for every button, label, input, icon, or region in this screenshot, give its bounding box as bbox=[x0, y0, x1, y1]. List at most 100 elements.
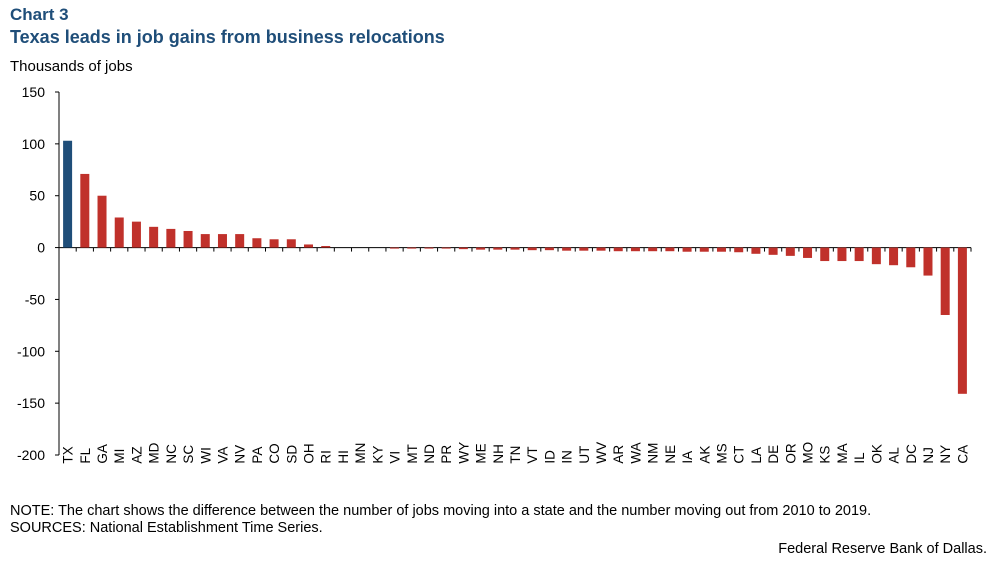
chart-number: Chart 3 bbox=[10, 5, 69, 24]
x-tick-label-az: AZ bbox=[129, 446, 144, 463]
y-tick-label: 150 bbox=[22, 84, 46, 100]
x-tick-label-or: OR bbox=[783, 443, 798, 464]
y-tick-label: -100 bbox=[17, 343, 45, 359]
bar-la bbox=[751, 247, 761, 254]
bar-ca bbox=[957, 247, 967, 394]
bar-ny bbox=[940, 247, 950, 315]
bar-mt bbox=[407, 247, 417, 249]
bar-nj bbox=[923, 247, 933, 276]
bar-ms bbox=[716, 247, 726, 252]
bar-ia bbox=[682, 247, 692, 252]
x-tick-label-vi: VI bbox=[388, 451, 403, 464]
x-tick-label-ms: MS bbox=[714, 443, 729, 463]
bar-nd bbox=[424, 247, 434, 249]
x-tick-label-la: LA bbox=[749, 447, 764, 464]
bar-wi bbox=[200, 234, 210, 248]
x-tick-label-pr: PR bbox=[439, 445, 454, 464]
bar-vi bbox=[390, 247, 400, 249]
bar-ak bbox=[699, 247, 709, 252]
chart-title: Texas leads in job gains from business r… bbox=[10, 27, 445, 47]
bar-mi bbox=[114, 217, 124, 248]
bar-oh bbox=[304, 244, 314, 248]
x-tick-label-me: ME bbox=[474, 443, 489, 463]
x-tick-label-mi: MI bbox=[112, 449, 127, 464]
y-tick-label: 0 bbox=[37, 240, 45, 256]
x-tick-label-wv: WV bbox=[594, 442, 609, 464]
x-tick-label-tx: TX bbox=[61, 446, 76, 463]
bars bbox=[63, 140, 967, 394]
bar-pa bbox=[252, 238, 262, 248]
x-tick-label-il: IL bbox=[852, 452, 867, 464]
bar-sc bbox=[183, 230, 193, 248]
x-tick-label-ma: MA bbox=[835, 443, 850, 463]
bar-pr bbox=[441, 247, 451, 249]
bar-or bbox=[785, 247, 795, 256]
x-tick-label-mt: MT bbox=[405, 444, 420, 464]
y-tick-label: 50 bbox=[29, 188, 45, 204]
y-axis-label: Thousands of jobs bbox=[10, 58, 133, 75]
x-tick-label-vt: VT bbox=[525, 446, 540, 463]
x-tick-label-wi: WI bbox=[198, 447, 213, 464]
x-tick-label-id: ID bbox=[542, 450, 557, 464]
bar-ri bbox=[321, 246, 331, 248]
x-tick-label-ky: KY bbox=[370, 446, 385, 464]
x-tick-label-ga: GA bbox=[95, 444, 110, 464]
sources-text: SOURCES: National Establishment Time Ser… bbox=[10, 520, 323, 536]
bar-co bbox=[269, 239, 279, 248]
bar-de bbox=[768, 247, 778, 255]
bar-wa bbox=[630, 247, 640, 252]
y-tick-label: 100 bbox=[22, 136, 46, 152]
x-tick-label-va: VA bbox=[215, 447, 230, 464]
bar-vt bbox=[527, 247, 537, 251]
bar-ar bbox=[613, 247, 623, 252]
bar-md bbox=[149, 226, 159, 248]
y-tick-label: -200 bbox=[17, 447, 45, 463]
bar-il bbox=[854, 247, 864, 262]
x-tick-label-hi: HI bbox=[336, 450, 351, 464]
x-axis-tick-labels: TX FL GA MI AZ MD NC SC WI VA NV PA CO SD OH RI HI MN KY VI… bbox=[61, 247, 972, 464]
x-tick-label-ca: CA bbox=[955, 445, 970, 464]
x-tick-label-pa: PA bbox=[250, 447, 265, 464]
bar-ct bbox=[734, 247, 744, 253]
x-tick-label-ne: NE bbox=[663, 445, 678, 464]
bar-fl bbox=[80, 173, 90, 248]
x-tick-label-ia: IA bbox=[680, 451, 695, 464]
x-tick-label-oh: OH bbox=[302, 443, 317, 463]
x-tick-label-mo: MO bbox=[801, 442, 816, 464]
bar-az bbox=[131, 221, 141, 248]
bar-nm bbox=[648, 247, 658, 252]
bar-va bbox=[217, 234, 227, 248]
x-tick-label-tn: TN bbox=[508, 446, 523, 464]
y-tick-label: -150 bbox=[17, 395, 45, 411]
bar-wv bbox=[596, 247, 606, 251]
credit-text: Federal Reserve Bank of Dallas. bbox=[778, 541, 987, 557]
bar-ut bbox=[579, 247, 589, 251]
x-tick-label-nm: NM bbox=[646, 443, 661, 464]
bar-sd bbox=[286, 239, 296, 248]
x-tick-label-mn: MN bbox=[353, 443, 368, 464]
x-tick-label-sc: SC bbox=[181, 445, 196, 464]
bar-al bbox=[889, 247, 899, 266]
x-tick-label-in: IN bbox=[560, 450, 575, 464]
y-axis: 150 100 50 0 -50 -100 -150 -200 bbox=[17, 84, 971, 463]
x-tick-label-nv: NV bbox=[233, 445, 248, 464]
footnote: NOTE: The chart shows the difference bet… bbox=[10, 503, 871, 537]
x-tick-label-ct: CT bbox=[732, 446, 747, 464]
bar-wy bbox=[458, 247, 468, 250]
x-tick-label-nc: NC bbox=[164, 444, 179, 464]
x-tick-label-ri: RI bbox=[319, 450, 334, 464]
bar-ks bbox=[820, 247, 830, 262]
x-tick-label-al: AL bbox=[887, 447, 902, 464]
x-tick-label-md: MD bbox=[147, 442, 162, 463]
x-tick-label-sd: SD bbox=[284, 445, 299, 464]
x-tick-label-co: CO bbox=[267, 443, 282, 463]
x-tick-label-ks: KS bbox=[818, 446, 833, 464]
bar-tn bbox=[510, 247, 520, 250]
bar-id bbox=[544, 247, 554, 251]
bar-in bbox=[562, 247, 572, 251]
bar-me bbox=[476, 247, 486, 250]
bar-ne bbox=[665, 247, 675, 252]
bar-tx bbox=[63, 140, 73, 248]
y-tick-label: -50 bbox=[25, 291, 45, 307]
